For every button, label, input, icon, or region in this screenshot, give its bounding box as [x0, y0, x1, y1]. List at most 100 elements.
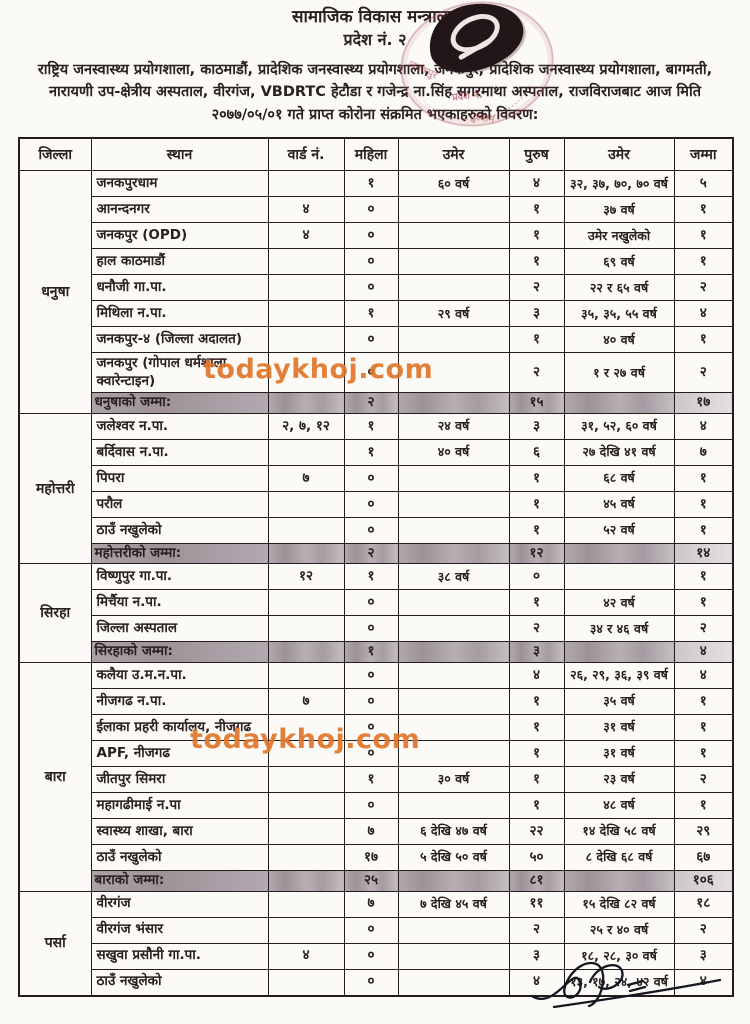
place-cell: ठाउँ नखुलेको: [90, 844, 269, 872]
female-age-cell: [397, 464, 510, 492]
place-cell: कलैया उ.म.न.पा.: [90, 662, 269, 690]
row-total-cell: ७: [673, 438, 734, 466]
ward-cell: २, ७, १२: [267, 412, 345, 440]
male-count-cell: १: [508, 792, 565, 820]
ward-cell: [267, 392, 345, 414]
table-row: धनुषा जनकपुरधाम १ ६० वर्ष ४ ३२, ३७, ७०, ७० वर…: [18, 170, 734, 414]
row-total-cell: १: [673, 714, 734, 742]
district-cell: धनुषा: [18, 170, 92, 414]
grand-total-cell: १७: [673, 392, 734, 414]
male-count-cell: १: [508, 766, 565, 794]
district-total-row: धनुषाको जम्मा: २ १५ १७: [19, 392, 734, 414]
row-total-cell: ३: [673, 942, 734, 970]
row-total-cell: १: [673, 464, 734, 492]
female-age-cell: [397, 615, 510, 643]
female-count-cell: ०: [343, 248, 399, 276]
table-header: जिल्ला स्थान वार्ड नं. महिला उमेर पुरुष …: [18, 137, 734, 172]
table-row: नीजगढ न.पा. ७ ० १ ३५ वर्ष १: [19, 688, 734, 716]
table-row: जनकपुर (OPD) ४ ० १ उमेर नखुलेको १: [19, 222, 734, 250]
female-count-cell: १: [343, 438, 399, 466]
place-cell: वीरगंज भंसार: [90, 916, 269, 944]
column-header-place: स्थान: [90, 137, 269, 172]
row-total-cell: १: [673, 740, 734, 768]
table-row: जनकपुर (गोपाल धर्मशाला क्वारेन्टाइन) ० २ १ …: [19, 352, 734, 394]
female-count-cell: १: [343, 300, 399, 328]
male-count-cell: ५०: [508, 844, 565, 872]
female-count-cell: १७: [343, 844, 399, 872]
male-count-cell: ३: [508, 942, 565, 970]
place-cell: ठाउँ नखुलेको: [90, 968, 269, 997]
male-count-cell: ४: [508, 968, 565, 997]
male-count-cell: ११: [508, 890, 565, 918]
place-cell: जनकपुर (OPD): [90, 222, 269, 250]
watermark-text: todaykhoj.com: [190, 724, 421, 755]
male-age-cell: [563, 870, 675, 892]
male-age-cell: [563, 563, 675, 591]
grand-total-cell: १४: [673, 542, 734, 565]
female-count-cell: ०: [343, 688, 399, 716]
female-count-cell: ०: [343, 464, 399, 492]
row-total-cell: २: [673, 766, 734, 794]
ward-cell: [267, 352, 345, 394]
place-cell: वीरगंज: [90, 890, 269, 918]
female-age-cell: ५ देखि ५० वर्ष: [397, 844, 510, 872]
female-age-cell: [397, 392, 510, 414]
row-total-cell: ४: [673, 412, 734, 440]
place-cell: परौल: [90, 490, 269, 518]
female-age-cell: ६ देखि ४७ वर्ष: [397, 818, 510, 846]
row-total-cell: ५: [673, 170, 734, 198]
male-count-cell: १: [508, 490, 565, 518]
male-age-cell: ४८ वर्ष: [563, 792, 675, 820]
female-count-cell: ७: [343, 818, 399, 846]
female-count-cell: ०: [343, 662, 399, 690]
male-total-cell: १२: [508, 542, 565, 565]
table-row: ठाउँ नखुलेको ० १ ५२ वर्ष १: [19, 516, 734, 544]
place-cell: नीजगढ न.पा.: [90, 688, 269, 716]
ward-cell: [267, 248, 345, 276]
row-total-cell: २: [673, 916, 734, 944]
table-row: APF, नीजगढ ० १ ३१ वर्ष १: [19, 740, 734, 768]
table-row: जनकपुर-४ (जिल्ला अदालत) ० १ ४० वर्ष १: [19, 326, 734, 354]
male-age-cell: ४० वर्ष: [563, 326, 675, 354]
male-age-cell: [563, 392, 675, 414]
place-cell: जनकपुर (गोपाल धर्मशाला क्वारेन्टाइन): [90, 352, 269, 394]
male-count-cell: १: [508, 196, 565, 224]
table-row: सखुवा प्रसौनी गा.पा. ४ ० ३ १८, २८, ३० वर्ष ३: [19, 942, 734, 970]
female-count-cell: ०: [343, 740, 399, 768]
table-row: धनौजी गा.पा. ० २ २२ र ६५ वर्ष २: [19, 274, 734, 302]
female-count-cell: ०: [343, 490, 399, 518]
female-count-cell: १: [343, 563, 399, 591]
male-total-cell: १५: [508, 392, 565, 414]
female-age-cell: [397, 968, 510, 997]
place-cell: हाल काठमाडौं: [90, 248, 269, 276]
intro-line-3: २०७७/०५/०१ गते प्राप्त कोरोना संक्रमित भ…: [211, 106, 539, 123]
male-count-cell: १: [508, 516, 565, 544]
male-count-cell: १: [508, 589, 565, 617]
row-total-cell: १: [673, 248, 734, 276]
table-row: ठाउँ नखुलेको १७ ५ देखि ५० वर्ष ५० ८ देखि ६८ …: [19, 844, 734, 872]
ward-cell: [267, 615, 345, 643]
male-count-cell: १: [508, 326, 565, 354]
ward-cell: [267, 870, 345, 892]
female-age-cell: ३८ वर्ष: [397, 563, 510, 591]
female-age-cell: [397, 662, 510, 690]
female-age-cell: [397, 196, 510, 224]
row-total-cell: १: [673, 490, 734, 518]
ward-cell: [267, 890, 345, 918]
grand-total-cell: ४: [673, 641, 734, 664]
row-total-cell: २: [673, 352, 734, 394]
district-total-row: बाराको जम्मा: २५ ८१ १०६: [19, 870, 734, 892]
male-count-cell: १: [508, 688, 565, 716]
female-age-cell: [397, 688, 510, 716]
female-age-cell: ४० वर्ष: [397, 438, 510, 466]
table-row: सिरहा विष्णुपुर गा.पा. १२ १ ३८ वर्ष ० १: [18, 563, 734, 664]
male-count-cell: ३: [508, 412, 565, 440]
ward-cell: [267, 274, 345, 302]
row-total-cell: ४: [673, 662, 734, 690]
table-row: स्वास्थ्य शाखा, बारा ७ ६ देखि ४७ वर्ष २२ १४ …: [19, 818, 734, 846]
female-count-cell: ०: [343, 196, 399, 224]
ward-cell: [267, 170, 345, 198]
female-age-cell: [397, 942, 510, 970]
place-cell: मिर्चैया न.पा.: [90, 589, 269, 617]
